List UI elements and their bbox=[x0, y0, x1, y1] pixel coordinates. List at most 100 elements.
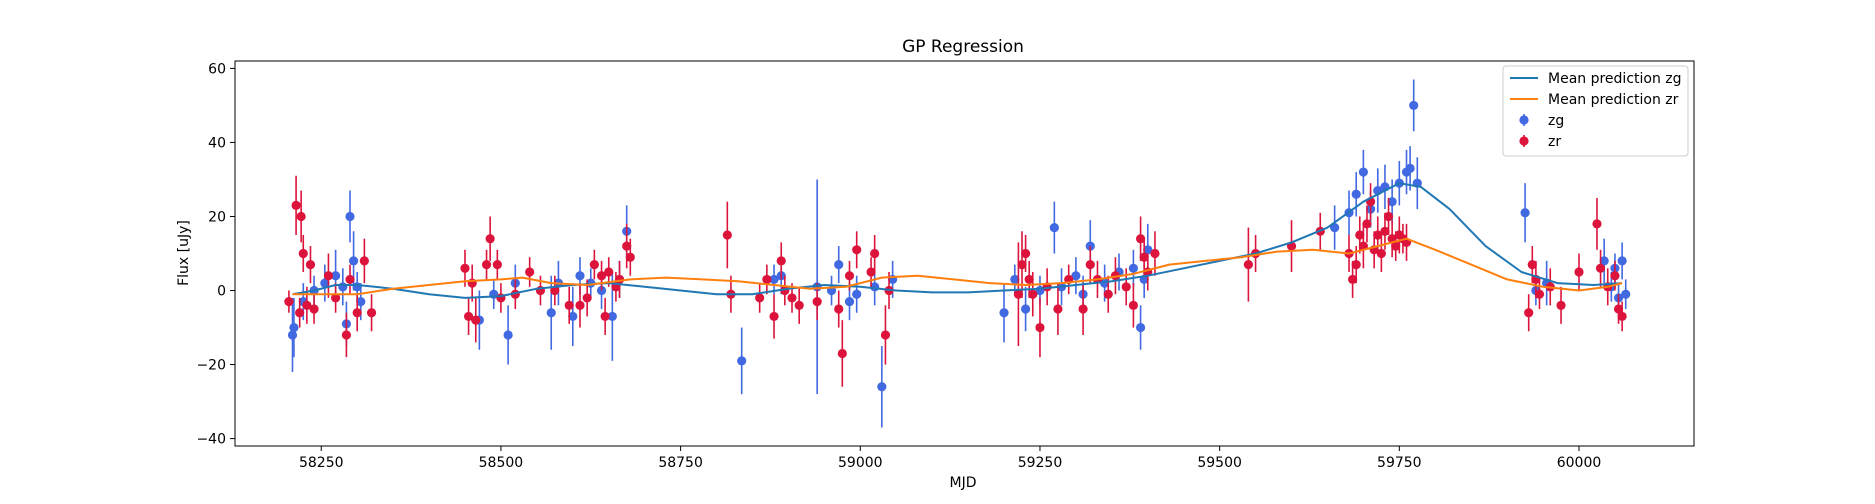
zr-point bbox=[600, 311, 610, 322]
y-tick-label: 20 bbox=[208, 209, 226, 225]
zr-point bbox=[1053, 304, 1063, 314]
legend-label: Mean prediction zr bbox=[1548, 92, 1679, 108]
series-zr bbox=[284, 175, 1627, 387]
zr-point bbox=[1121, 282, 1131, 292]
zr-point bbox=[345, 274, 355, 285]
legend-label: Mean prediction zg bbox=[1548, 71, 1682, 87]
zr-point bbox=[492, 260, 502, 270]
zr-point bbox=[769, 311, 779, 322]
zg-point bbox=[1071, 271, 1081, 281]
legend-label: zr bbox=[1548, 134, 1561, 150]
zr-point bbox=[625, 252, 635, 262]
zr-point bbox=[1534, 289, 1545, 299]
y-tick-label: 60 bbox=[208, 61, 226, 77]
zg-point bbox=[320, 278, 330, 288]
zr-point bbox=[1373, 230, 1383, 240]
zr-point bbox=[1103, 289, 1113, 299]
zr-point bbox=[1078, 304, 1088, 314]
series-layer bbox=[284, 79, 1631, 428]
zr-point bbox=[762, 274, 772, 285]
zr-point bbox=[1362, 219, 1372, 229]
zr-point bbox=[298, 248, 308, 259]
zr-point bbox=[323, 271, 334, 281]
zr-point bbox=[1380, 226, 1390, 236]
zr-point bbox=[564, 300, 574, 310]
zr-point bbox=[1348, 274, 1358, 285]
zr-point bbox=[604, 267, 614, 277]
zr-point bbox=[866, 267, 876, 277]
zg-point bbox=[1049, 222, 1059, 233]
zr-point bbox=[1024, 274, 1034, 285]
zr-point bbox=[870, 248, 880, 259]
x-tick-label: 59250 bbox=[1018, 455, 1063, 471]
zr-point bbox=[1035, 322, 1045, 333]
zr-point bbox=[1613, 304, 1624, 314]
zg-point bbox=[1617, 256, 1627, 266]
zr-point bbox=[844, 271, 855, 281]
zg-point bbox=[834, 260, 844, 270]
zr-point bbox=[1085, 260, 1095, 270]
zr-point bbox=[1128, 300, 1138, 310]
zg-point bbox=[503, 330, 513, 340]
zg-point bbox=[1351, 189, 1361, 199]
zr-point bbox=[837, 348, 847, 359]
zr-point bbox=[1020, 248, 1031, 259]
zr-point bbox=[550, 285, 560, 296]
zr-point bbox=[295, 308, 305, 318]
zg-point bbox=[1020, 304, 1031, 314]
zg-point bbox=[877, 382, 887, 392]
zr-point bbox=[1617, 311, 1627, 322]
zg-point bbox=[1010, 274, 1020, 285]
zr-point bbox=[1527, 260, 1537, 270]
x-tick-label: 58750 bbox=[658, 455, 703, 471]
zg-point bbox=[568, 311, 578, 322]
zr-point bbox=[1524, 308, 1534, 318]
zr-point bbox=[341, 330, 352, 340]
zg-point bbox=[338, 282, 348, 292]
zg-point bbox=[287, 330, 298, 340]
legend: Mean prediction zg Mean prediction zr zg zr bbox=[1502, 65, 1689, 157]
zg-point bbox=[1405, 163, 1415, 173]
zr-point bbox=[1595, 263, 1606, 273]
x-tick-label: 59750 bbox=[1377, 455, 1422, 471]
zg-point bbox=[607, 311, 617, 322]
zr-point bbox=[460, 263, 470, 273]
y-tick-label: 0 bbox=[217, 284, 226, 300]
legend-frame bbox=[1502, 65, 1689, 157]
zr-point bbox=[1610, 271, 1620, 281]
zr-point bbox=[1135, 234, 1146, 244]
zr-point bbox=[852, 245, 862, 255]
x-tick-label: 59000 bbox=[838, 455, 883, 471]
zr-point bbox=[291, 200, 301, 210]
x-axis-label: MJD bbox=[950, 475, 977, 491]
legend-label: zg bbox=[1548, 113, 1564, 129]
zr-point bbox=[1013, 289, 1024, 299]
chart-title: GP Regression bbox=[902, 37, 1024, 57]
zr-point bbox=[1017, 260, 1027, 270]
zg-point bbox=[769, 274, 779, 285]
zr-point bbox=[471, 315, 481, 325]
legend-items: Mean prediction zg Mean prediction zr zg zr bbox=[1510, 71, 1682, 150]
x-tick-label: 60000 bbox=[1557, 455, 1602, 471]
zr-point bbox=[309, 304, 319, 314]
zr-point bbox=[1376, 248, 1386, 259]
zg-point bbox=[1599, 256, 1609, 266]
zr-point bbox=[787, 293, 797, 303]
zg-point bbox=[348, 256, 359, 266]
zr-point bbox=[755, 293, 765, 303]
y-tick-label: −40 bbox=[196, 432, 226, 448]
zg-point bbox=[331, 271, 341, 281]
zr-point bbox=[366, 308, 377, 318]
zr-point bbox=[525, 267, 535, 277]
zr-point bbox=[302, 300, 312, 310]
zr-point bbox=[1028, 289, 1038, 299]
zr-point bbox=[1139, 252, 1149, 262]
zr-point bbox=[776, 256, 786, 266]
axis-layer: 58250 58500 58750 59000 59250 59500 59750 60000… bbox=[196, 61, 1601, 471]
zr-point bbox=[622, 241, 632, 251]
zr-point bbox=[331, 293, 341, 303]
zr-point bbox=[1383, 211, 1394, 222]
zr-point bbox=[812, 297, 822, 307]
